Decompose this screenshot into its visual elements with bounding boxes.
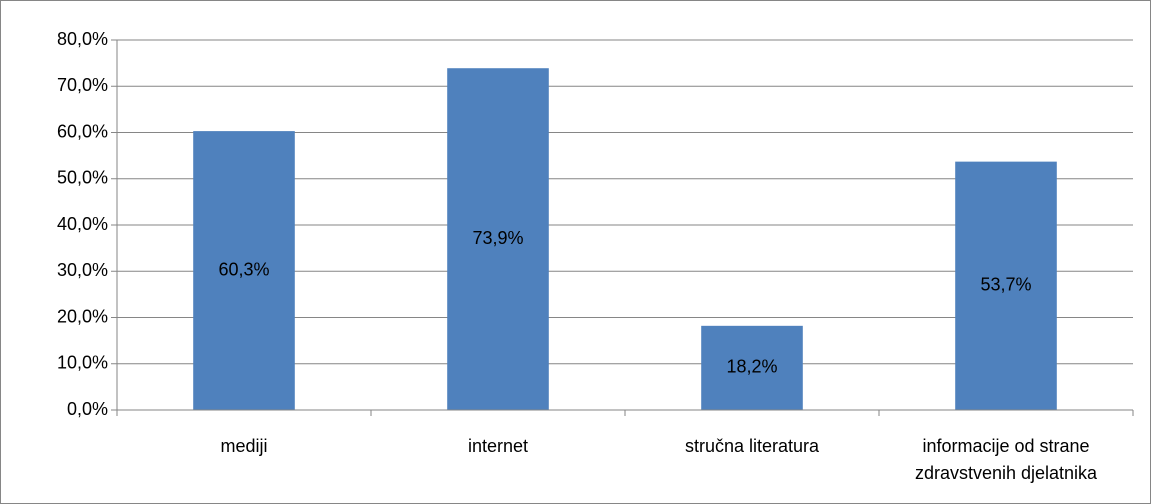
data-label: 18,2% bbox=[726, 357, 777, 377]
y-tick-label: 30,0% bbox=[57, 260, 108, 280]
x-tick-label: informacije od strane zdravstvenih djela… bbox=[914, 436, 1098, 483]
y-tick-label: 10,0% bbox=[57, 353, 108, 373]
bar bbox=[447, 68, 549, 411]
data-label: 73,9% bbox=[472, 228, 523, 248]
x-tick-label: stručna literatura bbox=[684, 436, 820, 456]
y-tick-label: 40,0% bbox=[57, 214, 108, 234]
bar bbox=[701, 325, 803, 410]
y-tick-label: 50,0% bbox=[57, 168, 108, 188]
y-tick-label: 0,0% bbox=[67, 399, 108, 419]
bar bbox=[193, 131, 295, 411]
y-tick-label: 60,0% bbox=[57, 121, 108, 141]
data-label: 53,7% bbox=[980, 275, 1031, 295]
x-tick-label: internet bbox=[467, 436, 529, 456]
y-tick-label: 80,0% bbox=[57, 29, 108, 49]
bar bbox=[955, 161, 1057, 410]
x-tick-label: mediji bbox=[220, 436, 268, 456]
data-label: 60,3% bbox=[218, 259, 269, 279]
y-tick-label: 20,0% bbox=[57, 306, 108, 326]
y-tick-label: 70,0% bbox=[57, 75, 108, 95]
